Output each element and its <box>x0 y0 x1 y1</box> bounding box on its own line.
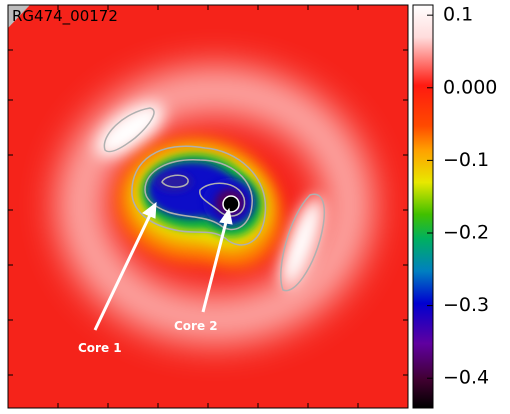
colorbar-tick-label: −0.4 <box>443 367 489 389</box>
frame-ticks <box>8 5 408 408</box>
annotation: Core 2 <box>174 319 218 333</box>
colorbar <box>412 4 434 409</box>
colorbar-tick-label: −0.1 <box>443 149 489 171</box>
image <box>8 5 408 408</box>
colorbar-tick-label: −0.3 <box>443 294 489 316</box>
arrows <box>93 201 233 331</box>
colorbar-tick-label: 0.1 <box>443 4 473 26</box>
colorbar-tick-label: 0.000 <box>443 76 497 98</box>
colorbar-tick-label: −0.2 <box>443 222 489 244</box>
annotation: Core 1 <box>78 341 122 355</box>
chart-title: RG474_00172 <box>12 7 118 26</box>
